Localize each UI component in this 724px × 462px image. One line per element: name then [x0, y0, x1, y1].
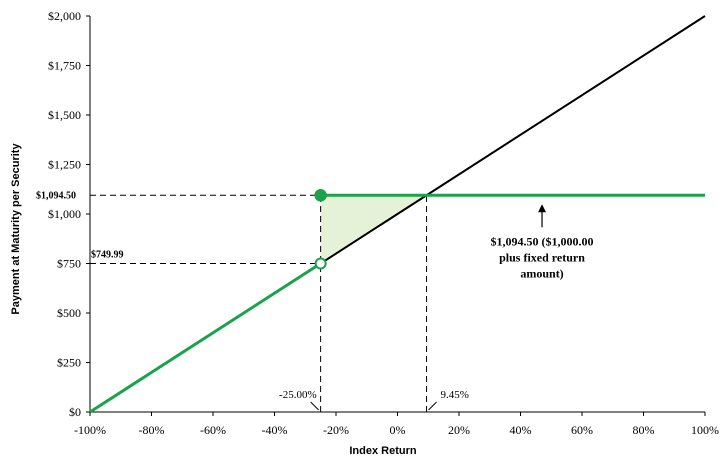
annotation-line-2: amount): [520, 266, 563, 280]
y-tick-label-5: $1,250: [48, 158, 81, 172]
reference-lines-layer: [90, 194, 428, 412]
series-line-1: [89, 262, 322, 414]
series-line-0: [320, 15, 706, 265]
annotation-arrowhead: [538, 204, 547, 213]
series-layer: [89, 15, 706, 414]
x-axis-title: Index Return: [349, 445, 417, 457]
y-tick-label-8: $2,000: [48, 9, 81, 23]
y-value-label-0: $1,094.50: [36, 190, 76, 201]
y-axis-title: Payment at Maturity per Security: [10, 143, 22, 315]
filled-marker: [314, 189, 327, 202]
y-tick-label-2: $500: [57, 306, 81, 320]
x-value-leader-0: [310, 401, 319, 411]
x-tick-label-7: 40%: [510, 423, 532, 437]
y-tick-label-4: $1,000: [48, 207, 81, 221]
x-value-label-0: -25.00%: [279, 389, 317, 401]
y-tick-label-7: $1,750: [48, 59, 81, 73]
y-tick-label-6: $1,500: [48, 108, 81, 122]
x-tick-label-6: 20%: [448, 423, 470, 437]
annotation-line-0: $1,094.50 ($1,000.00: [491, 234, 594, 248]
x-value-leader-1: [428, 401, 437, 411]
x-tick-label-4: -20%: [323, 423, 349, 437]
x-tick-label-3: -40%: [262, 423, 288, 437]
x-tick-label-10: 100%: [691, 423, 719, 437]
x-value-label-1: 9.45%: [441, 389, 469, 401]
markers-layer: [314, 189, 327, 270]
x-tick-label-8: 60%: [571, 423, 593, 437]
y-tick-label-1: $250: [57, 356, 81, 370]
x-tick-label-2: -60%: [200, 423, 226, 437]
x-tick-label-0: -100%: [74, 423, 106, 437]
y-value-label-1: $749.99: [91, 250, 124, 261]
y-tick-label-0: $0: [69, 405, 81, 419]
y-tick-label-3: $750: [57, 257, 81, 271]
x-tick-label-1: -80%: [139, 423, 165, 437]
axes-layer: [86, 15, 706, 416]
x-tick-label-9: 80%: [633, 423, 655, 437]
open-marker: [314, 257, 327, 270]
text-layer: $0 $250 $500 $750 $1,000 $1,250 $1,500 $1,750 $2…: [36, 9, 719, 437]
annotation-line-1: plus fixed return: [499, 250, 585, 264]
x-tick-label-5: 0%: [390, 423, 406, 437]
